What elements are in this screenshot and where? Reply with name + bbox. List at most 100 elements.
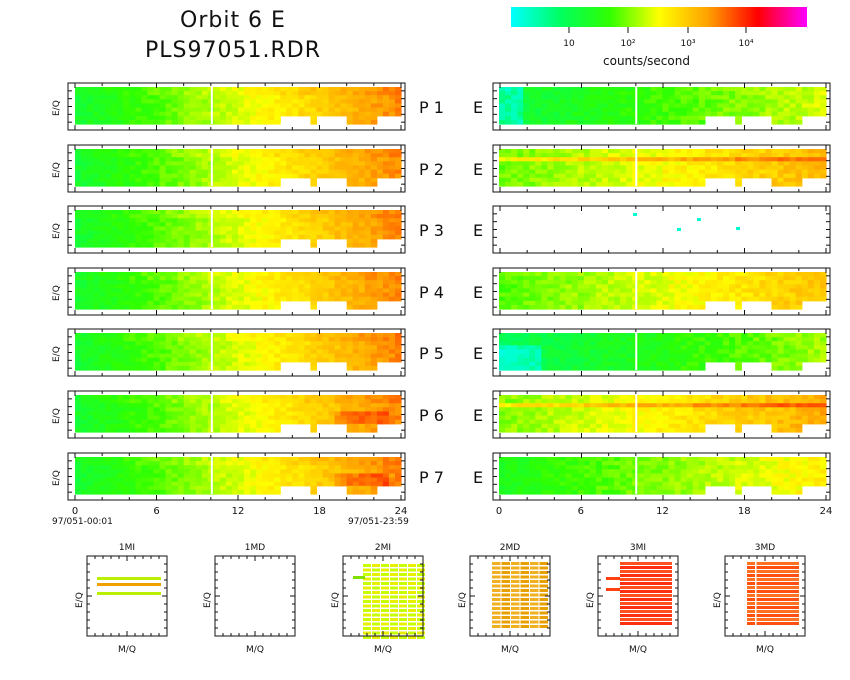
p-heatmap-cell [195,395,203,400]
p-heatmap-cell [87,210,94,215]
p-heatmap-cell [262,218,269,223]
e-heatmap-cell [644,95,651,100]
p-heatmap-cell [346,296,354,302]
p-heatmap-cell [256,407,263,412]
e-heatmap-cell [638,337,645,342]
e-heatmap-cell [571,296,579,302]
e-heatmap-cell [517,169,524,175]
e-heatmap-cell [753,95,760,100]
p-heatmap-cell [310,226,317,232]
e-heatmap-cell [753,341,760,346]
p-heatmap-cell [238,427,245,433]
e-heatmap-cell [595,272,603,277]
p-heatmap-cell [195,423,203,429]
p-heatmap-cell [111,300,118,306]
p-heatmap-cell [370,119,378,125]
e-heatmap-cell [644,111,651,117]
p-heatmap-cell [183,99,191,104]
e-heatmap-cell [559,361,567,367]
p-heatmap-cell [195,230,203,236]
p-heatmap-cell [129,399,136,404]
e-heatmap-cell [517,177,524,183]
p-heatmap-cell [310,403,317,408]
e-heatmap-cell [717,95,724,100]
p-heatmap-cell [135,284,142,289]
p-heatmap-cell [286,411,293,417]
p-heatmap-cell [183,91,191,96]
p-heatmap-cell [111,99,118,104]
p-heatmap-cell [123,218,130,223]
e-heatmap-cell [523,361,530,367]
e-heatmap-cell [741,276,748,281]
p-heatmap-cell [165,99,173,104]
p-heatmap-cell [213,210,221,215]
e-heatmap-cell [668,95,676,100]
p-heatmap-cell [177,399,185,404]
e-heatmap-cell [765,292,773,298]
p-heatmap-cell [352,288,360,294]
e-heatmap-cell [505,353,512,359]
e-heatmap-cell [620,157,627,162]
e-heatmap-cell [680,103,688,109]
e-heatmap-cell [541,153,549,158]
p-heatmap-cell [165,300,173,306]
e-heatmap-cell [735,91,742,96]
e-heatmap-cell [723,276,730,281]
p-heatmap-cell [364,304,372,310]
p-heatmap-cell [225,399,233,404]
p-heatmap-cell [370,165,378,171]
e-heatmap-cell [656,280,664,285]
p-heatmap-cell [250,222,257,227]
p-heatmap-cell [388,280,396,285]
p-heatmap-cell [328,149,336,154]
e-heatmap-cell [577,300,585,306]
e-heatmap-cell [668,111,676,117]
e-heatmap-cell [595,284,603,289]
e-heatmap-cell [650,165,658,171]
p-heatmap-cell [244,296,251,302]
p-heatmap-cell [159,395,167,400]
e-heatmap-cell [765,99,773,104]
p-heatmap-cell [304,403,311,408]
p-heatmap-cell [232,411,239,417]
p-heatmap-cell [87,353,94,359]
p-heatmap-cell [256,304,263,310]
e-heatmap-cell [511,333,518,338]
p-heatmap-cell [298,345,305,350]
e-heatmap-cell [801,288,809,294]
e-heatmap-cell [753,337,760,342]
p-heatmap-cell [238,238,245,244]
e-heatmap-cell [789,365,797,371]
e-heatmap-cell [577,341,585,346]
p-heatmap-cell [93,103,100,109]
p-heatmap-cell [322,210,330,215]
p-heatmap-cell [322,153,330,158]
p-heatmap-cell [171,87,179,92]
e-heatmap-cell [505,357,512,363]
p-heatmap-cell [189,419,197,425]
e-heatmap-cell [759,280,767,285]
p-heatmap-cell [129,419,136,425]
p-heatmap-cell [177,357,185,363]
p-heatmap-cell [268,218,275,223]
p-heatmap-cell [364,333,372,338]
e-heatmap-cell [680,95,688,100]
e-heatmap-cell [783,284,791,289]
p-heatmap-cell [159,230,167,236]
p-heatmap-cell [141,427,148,433]
p-heatmap-cell [370,181,378,187]
p-heatmap-cell [232,161,239,166]
e-heatmap-cell [529,173,536,179]
p-heatmap-cell [189,87,197,92]
e-heatmap-cell [680,119,688,125]
p-heatmap-cell [238,181,245,187]
p-heatmap-cell [370,365,378,371]
p-heatmap-cell [388,415,396,421]
p-heatmap-cell [395,419,402,425]
e-heatmap-cell [638,300,645,306]
p-heatmap-cell [117,153,124,158]
p-heatmap-cell [159,115,167,121]
p-heatmap-cell [358,415,366,421]
e-heatmap-cell [499,365,506,371]
e-heatmap-cell [807,345,815,350]
